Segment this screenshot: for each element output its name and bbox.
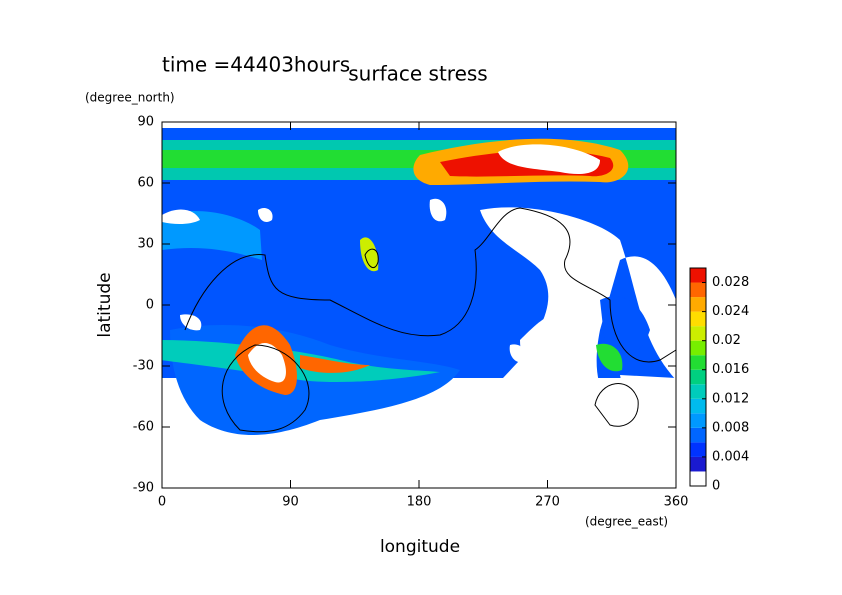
- y-tick-label: -30: [133, 359, 154, 374]
- colorbar-tick-label: 0.028: [712, 275, 749, 290]
- chart-title: surface stress: [348, 62, 487, 86]
- x-tick-label: 270: [535, 495, 560, 510]
- colorbar-segment: [690, 384, 706, 399]
- x-tick-label: 180: [407, 495, 432, 510]
- y-tick-label: 60: [137, 176, 154, 191]
- y-tick-label: 90: [137, 115, 154, 130]
- colorbar-tick-label: 0.012: [712, 391, 749, 406]
- colorbar-tick-label: 0.016: [712, 362, 749, 377]
- colorbar-segment: [690, 471, 706, 486]
- colorbar-frame: [689, 267, 707, 487]
- colorbar-segment: [690, 297, 706, 312]
- colorbar-tick-label: 0.024: [712, 304, 749, 319]
- x-unit: (degree_east): [585, 515, 668, 529]
- colorbar-segment: [690, 427, 706, 443]
- y-axis-label: latitude: [95, 272, 115, 337]
- y-tick-label: -90: [133, 481, 154, 496]
- x-tick-label: 0: [158, 495, 166, 510]
- colorbar-segment: [690, 355, 706, 370]
- colorbar-segment: [690, 456, 706, 472]
- x-axis-label: longitude: [380, 537, 460, 557]
- colorbar-tick-label: 0.004: [712, 449, 749, 464]
- colorbar-segment: [690, 311, 706, 327]
- colorbar-segment: [690, 442, 706, 457]
- y-unit: (degree_north): [85, 91, 175, 105]
- y-tick-label: 0: [146, 298, 154, 313]
- colorbar-segment: [690, 398, 706, 414]
- contour-field: [162, 128, 677, 488]
- colorbar-tick-label: 0.008: [712, 420, 749, 435]
- colorbar-segment: [690, 369, 706, 385]
- y-tick-label: 30: [137, 237, 154, 252]
- y-tick-label: -60: [133, 420, 154, 435]
- x-tick-label: 90: [282, 495, 299, 510]
- colorbar-segment: [690, 326, 706, 341]
- colorbar-tick-label: 0: [712, 479, 720, 494]
- colorbar-segment: [690, 413, 706, 428]
- colorbar-segment: [690, 268, 706, 283]
- colorbar-tick-label: 0.02: [712, 333, 741, 348]
- subtitle: time =44403hours: [162, 53, 350, 77]
- colorbar-segment: [690, 340, 706, 356]
- colorbar-segment: [690, 282, 706, 298]
- x-tick-label: 360: [664, 495, 689, 510]
